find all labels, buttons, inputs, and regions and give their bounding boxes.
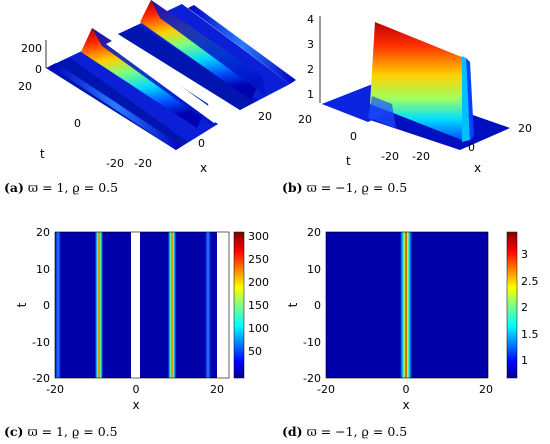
- panel-c-y-tick-0: 0: [43, 299, 50, 312]
- surface-ridge-2-front: [151, 0, 266, 96]
- colorbar-c-tick-50: 50: [248, 345, 262, 358]
- surface-ridge-b-side: [462, 56, 470, 142]
- surface-ridge-b-foot: [368, 96, 396, 128]
- panel-b-t-tick-neg20: -20: [381, 150, 399, 163]
- panel-a-surface: [45, 0, 296, 150]
- panel-b-x-tick-20: 20: [518, 122, 532, 135]
- colorbar-c-tick-150: 150: [248, 299, 269, 312]
- panel-c-x-tick-neg20: -20: [46, 383, 64, 396]
- panel-a-t-label: t: [40, 147, 45, 161]
- heatmap-block-left: [55, 232, 131, 378]
- colorbar-d-tick-3: 3: [521, 248, 528, 261]
- surface-gap: [106, 39, 225, 123]
- colorbar-c: [233, 231, 245, 379]
- caption-c-tag: (c): [4, 424, 24, 439]
- panel-b-z-tick-2: 2: [307, 63, 314, 76]
- panel-b-surface: [319, 16, 510, 150]
- panel-c-x-tick-20: 20: [210, 383, 224, 396]
- colorbar-d-tick-2.5: 2.5: [521, 275, 539, 288]
- panel-a-x-tick-20: 20: [258, 110, 272, 123]
- panel-d-x-tick-20: 20: [479, 383, 493, 396]
- caption-d: (d) ϖ = −1, ϱ = 0.5: [282, 424, 407, 439]
- panel-b-t-tick-0: 0: [350, 130, 357, 143]
- caption-c: (c) ϖ = 1, ϱ = 0.5: [4, 424, 118, 439]
- caption-a: (a) ϖ = 1, ϱ = 0.5: [4, 180, 118, 195]
- panel-a-x-tick-0: 0: [198, 137, 205, 150]
- surface-ridge-b-side-2: [466, 58, 474, 140]
- surface-floor-shade-2: [118, 25, 258, 110]
- panel-a-x-label: x: [200, 161, 207, 175]
- colorbar-d-tick-1.5: 1.5: [521, 328, 539, 341]
- panel-a-z-tick-0: 0: [35, 63, 42, 76]
- panel-b-ticks: 4 3 2 1 20 0 -20 -20 0 20 t x: [298, 13, 532, 175]
- caption-b: (b) ϖ = −1, ϱ = 0.5: [282, 180, 407, 195]
- panel-c-x-tick-0: 0: [133, 383, 140, 396]
- panel-d-heatmap: [325, 231, 518, 379]
- heatmap-band-d: [400, 232, 412, 378]
- heatmap-band-c-2: [95, 232, 103, 378]
- surface-ridge-b: [370, 22, 464, 140]
- panel-a-ticks: 200 0 20 0 -20 -20 0 20 t x: [18, 42, 272, 175]
- panel-d-ticks: 20 10 0 -10 -20 -20 0 20 x t 3 2.5 2 1.5…: [286, 226, 539, 412]
- panel-c-y-label: t: [15, 302, 29, 307]
- colorbar-c-tick-100: 100: [248, 322, 269, 335]
- heatmap-block-right: [140, 232, 217, 378]
- heatmap-band-c-3: [168, 232, 176, 378]
- panel-d-x-label: x: [402, 398, 409, 412]
- panel-d-y-tick-neg20: -20: [303, 372, 321, 385]
- panel-a-z-tick-200: 200: [21, 42, 42, 55]
- panel-b-z-tick-1: 1: [307, 88, 314, 101]
- panel-a-t-tick-0: 0: [74, 117, 81, 130]
- colorbar-d: [506, 231, 518, 379]
- panel-b-x-tick-0: 0: [468, 141, 475, 154]
- colorbar-c-tick-250: 250: [248, 253, 269, 266]
- caption-d-tag: (d): [282, 424, 303, 439]
- panel-c-heatmap: [54, 231, 245, 379]
- panel-d-y-tick-10: 10: [307, 263, 321, 276]
- surface-floor-left: [46, 40, 218, 150]
- panel-d-y-label: t: [286, 302, 300, 307]
- colorbar-c-tick-200: 200: [248, 276, 269, 289]
- panel-c-y-tick-neg20: -20: [32, 372, 50, 385]
- caption-a-text: ϖ = 1, ϱ = 0.5: [27, 180, 119, 195]
- panel-c-y-tick-10: 10: [36, 263, 50, 276]
- panel-a-x-tick-neg20: -20: [134, 157, 152, 170]
- heatmap-band-c-1: [55, 232, 61, 378]
- heatmap-band-c-4: [205, 232, 211, 378]
- panel-c-x-label: x: [132, 398, 139, 412]
- surface-faint-ridge-2: [188, 5, 296, 84]
- colorbar-c-tick-300: 300: [248, 230, 269, 243]
- caption-d-text: ϖ = −1, ϱ = 0.5: [306, 424, 408, 439]
- caption-a-tag: (a): [4, 180, 24, 195]
- panel-b-x-tick-neg20: -20: [412, 150, 430, 163]
- panel-b-t-tick-20: 20: [298, 113, 312, 126]
- panel-b-x-label: x: [474, 161, 481, 175]
- heatmap-frame-c: [54, 231, 230, 379]
- panel-d-y-tick-20: 20: [307, 226, 321, 239]
- heatmap-frame-d: [325, 231, 489, 379]
- caption-b-text: ϖ = −1, ϱ = 0.5: [306, 180, 408, 195]
- panel-d-x-tick-neg20: -20: [317, 383, 335, 396]
- colorbar-d-tick-1: 1: [521, 354, 528, 367]
- panel-c-ticks: 20 10 0 -10 -20 -20 0 20 x t 300 250 200…: [15, 226, 269, 412]
- panel-d-x-tick-0: 0: [403, 383, 410, 396]
- panel-b-z-tick-3: 3: [307, 38, 314, 51]
- panel-c-y-tick-20: 20: [36, 226, 50, 239]
- panel-b-z-tick-4: 4: [307, 13, 314, 26]
- panel-d-y-tick-neg10: -10: [303, 336, 321, 349]
- panel-a-t-tick-20: 20: [18, 80, 32, 93]
- caption-b-tag: (b): [282, 180, 303, 195]
- caption-c-text: ϖ = 1, ϱ = 0.5: [27, 424, 118, 439]
- panel-b-t-label: t: [346, 154, 351, 168]
- colorbar-d-tick-2: 2: [521, 301, 528, 314]
- panel-a-t-tick-neg20: -20: [106, 157, 124, 170]
- surface-faint-ridge-1: [50, 63, 182, 150]
- panel-d-y-tick-0: 0: [314, 299, 321, 312]
- panel-c-y-tick-neg10: -10: [32, 336, 50, 349]
